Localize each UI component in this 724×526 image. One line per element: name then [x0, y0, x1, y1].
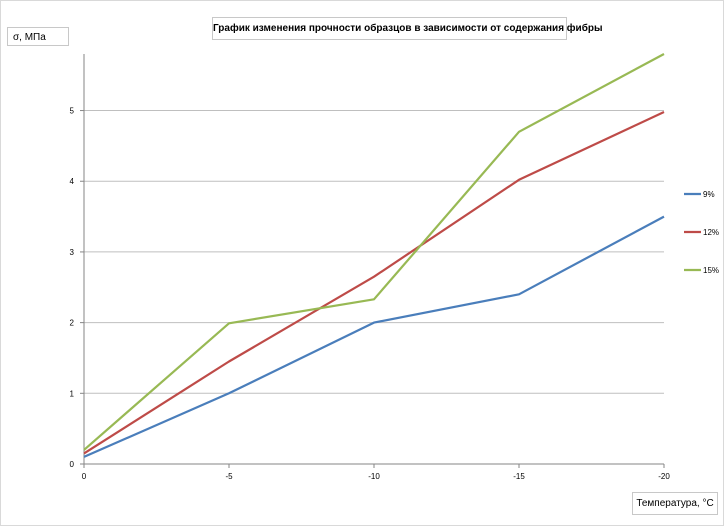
x-tick-label: 0	[82, 472, 87, 481]
legend-label: 9%	[703, 190, 715, 199]
legend-label: 15%	[703, 266, 719, 275]
y-tick-label: 4	[70, 177, 75, 186]
series-line-9pct	[83, 215, 665, 458]
y-axis-label: σ, МПа	[7, 27, 69, 46]
chart-title: График изменения прочности образцов в за…	[212, 17, 603, 40]
y-tick-label: 5	[70, 107, 75, 116]
series-lines	[83, 53, 665, 458]
y-tick-label: 0	[70, 460, 75, 469]
x-axis-tick-labels: 0 -5 -10 -15 -20	[82, 472, 671, 481]
series-line-12pct	[83, 111, 665, 455]
y-tick-label: 3	[70, 248, 75, 257]
y-axis-tick-labels: 0 1 2 3 4 5	[70, 107, 75, 469]
x-tick-label: -10	[368, 472, 380, 481]
x-axis-label: Температура, °С	[632, 492, 718, 515]
x-tick-label: -15	[513, 472, 525, 481]
axes	[80, 54, 665, 468]
x-tick-label: -5	[225, 472, 233, 481]
legend-label: 12%	[703, 228, 719, 237]
series-line-15pct	[83, 53, 665, 451]
y-tick-label: 1	[70, 389, 75, 398]
x-tick-label: -20	[658, 472, 670, 481]
y-tick-label: 2	[70, 319, 75, 328]
legend: 9% 12% 15%	[684, 190, 719, 275]
